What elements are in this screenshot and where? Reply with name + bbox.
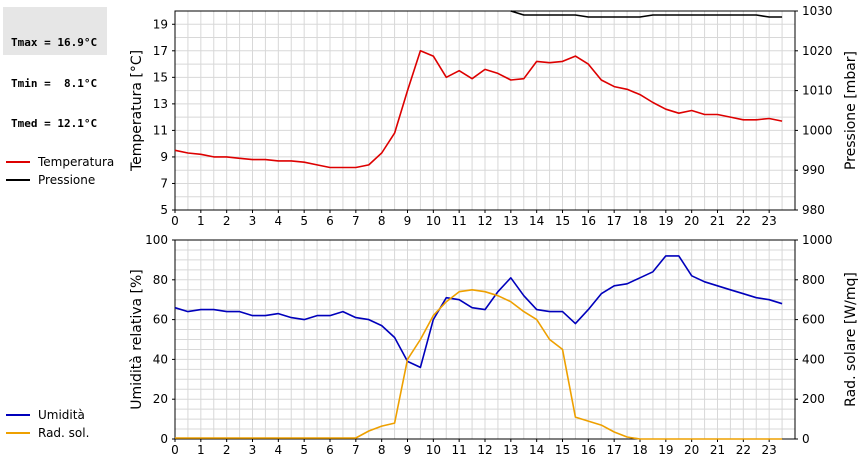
- y-right-tick-label: 1030: [802, 4, 833, 18]
- y-right-tick-label: 980: [802, 203, 825, 217]
- y-left-tick-label: 9: [160, 150, 168, 164]
- x-tick-label: 21: [710, 214, 725, 228]
- series-line-temperatura: [174, 49, 783, 169]
- x-tick-label: 22: [736, 443, 751, 457]
- x-tick-label: 12: [477, 214, 492, 228]
- x-tick-label: 15: [555, 214, 570, 228]
- y-left-tick-label: 60: [153, 313, 168, 327]
- series-line-pressione: [510, 10, 783, 18]
- x-tick-label: 10: [426, 214, 441, 228]
- x-tick-label: 20: [684, 443, 699, 457]
- x-tick-label: 9: [404, 214, 412, 228]
- x-tick-label: 23: [762, 443, 777, 457]
- legend-label: Pressione: [38, 173, 95, 187]
- x-tick-label: 4: [275, 443, 283, 457]
- x-tick-label: 7: [352, 443, 360, 457]
- stat-tmed: Tmed = 12.1°C: [11, 117, 98, 130]
- y-left-tick-label: 17: [153, 44, 168, 58]
- x-tick-label: 6: [326, 214, 334, 228]
- x-tick-label: 9: [404, 443, 412, 457]
- stat-tmax: Tmax = 16.9°C: [11, 36, 98, 49]
- y-left-axis-label: Temperatura [°C]: [129, 50, 145, 172]
- y-left-tick-label: 13: [153, 97, 168, 111]
- x-tick-label: 3: [249, 214, 257, 228]
- x-tick-label: 18: [632, 214, 647, 228]
- x-tick-label: 8: [378, 443, 386, 457]
- x-tick-label: 14: [529, 443, 544, 457]
- y-right-tick-label: 800: [802, 273, 825, 287]
- legend-label: Rad. sol.: [38, 426, 89, 440]
- x-tick-label: 18: [632, 443, 647, 457]
- y-left-tick-label: 80: [153, 273, 168, 287]
- y-left-tick-label: 100: [145, 233, 168, 247]
- x-tick-label: 12: [477, 443, 492, 457]
- y-left-tick-label: 5: [160, 203, 168, 217]
- x-tick-label: 16: [581, 214, 596, 228]
- x-tick-label: 1: [197, 443, 205, 457]
- x-tick-label: 7: [352, 214, 360, 228]
- legend-label: Temperatura: [37, 155, 114, 169]
- x-tick-label: 10: [426, 443, 441, 457]
- chart-panel-2: 0 1 2 3 4 5 6 7 8 9 10 11 12 13 14 15 16 17 18 19 20 21 22 2302…: [6, 233, 859, 457]
- y-right-tick-label: 600: [802, 313, 825, 327]
- y-left-axis-label: Umidità relativa [%]: [129, 269, 145, 410]
- y-left-tick-label: 0: [160, 432, 168, 446]
- y-right-tick-label: 1020: [802, 44, 833, 58]
- y-right-axis-label: Rad. solare [W/mq]: [843, 272, 859, 407]
- y-right-tick-label: 0: [802, 432, 810, 446]
- x-tick-label: 20: [684, 214, 699, 228]
- x-tick-label: 23: [762, 214, 777, 228]
- x-tick-label: 14: [529, 214, 544, 228]
- y-right-tick-label: 1000: [802, 233, 833, 247]
- x-tick-label: 19: [658, 443, 673, 457]
- x-tick-label: 19: [658, 214, 673, 228]
- y-right-axis-label: Pressione [mbar]: [843, 51, 859, 170]
- x-tick-label: 21: [710, 443, 725, 457]
- y-right-tick-label: 400: [802, 352, 825, 366]
- y-left-tick-label: 40: [153, 352, 168, 366]
- x-tick-label: 4: [275, 214, 283, 228]
- stat-tmin: Tmin = 8.1°C: [11, 76, 98, 90]
- y-right-tick-label: 200: [802, 392, 825, 406]
- y-left-tick-label: 7: [160, 176, 168, 190]
- y-left-tick-label: 15: [153, 70, 168, 84]
- x-tick-label: 17: [607, 214, 622, 228]
- x-tick-label: 0: [171, 443, 179, 457]
- x-tick-label: 16: [581, 443, 596, 457]
- x-tick-label: 3: [249, 443, 257, 457]
- x-tick-label: 0: [171, 214, 179, 228]
- x-tick-label: 2: [223, 443, 231, 457]
- y-left-tick-label: 11: [153, 123, 168, 137]
- stats-box: Tmax = 16.9°C Tmin = 8.1°C Tmed = 12.1°C: [3, 7, 107, 130]
- x-tick-label: 1: [197, 214, 205, 228]
- series-line-rad-sol-: [175, 288, 783, 440]
- y-right-tick-label: 1000: [802, 123, 833, 137]
- y-right-tick-label: 990: [802, 163, 825, 177]
- series-line-umidit-: [174, 255, 783, 369]
- y-left-tick-label: 19: [153, 17, 168, 31]
- legend-label: Umidità: [38, 408, 85, 422]
- x-tick-label: 22: [736, 214, 751, 228]
- y-left-tick-label: 20: [153, 392, 168, 406]
- x-tick-label: 2: [223, 214, 231, 228]
- x-tick-label: 15: [555, 443, 570, 457]
- x-tick-label: 5: [300, 214, 308, 228]
- chart-panel-1: 0 1 2 3 4 5 6 7 8 9 10 11 12 13 14 15 16 17 18 19 20 21 22 2357…: [6, 4, 859, 228]
- x-tick-label: 11: [452, 214, 467, 228]
- x-tick-label: 17: [607, 443, 622, 457]
- y-right-tick-label: 1010: [802, 84, 833, 98]
- x-tick-label: 8: [378, 214, 386, 228]
- x-tick-label: 13: [503, 443, 518, 457]
- x-tick-label: 6: [326, 443, 334, 457]
- x-tick-label: 11: [452, 443, 467, 457]
- x-tick-label: 5: [300, 443, 308, 457]
- x-tick-label: 13: [503, 214, 518, 228]
